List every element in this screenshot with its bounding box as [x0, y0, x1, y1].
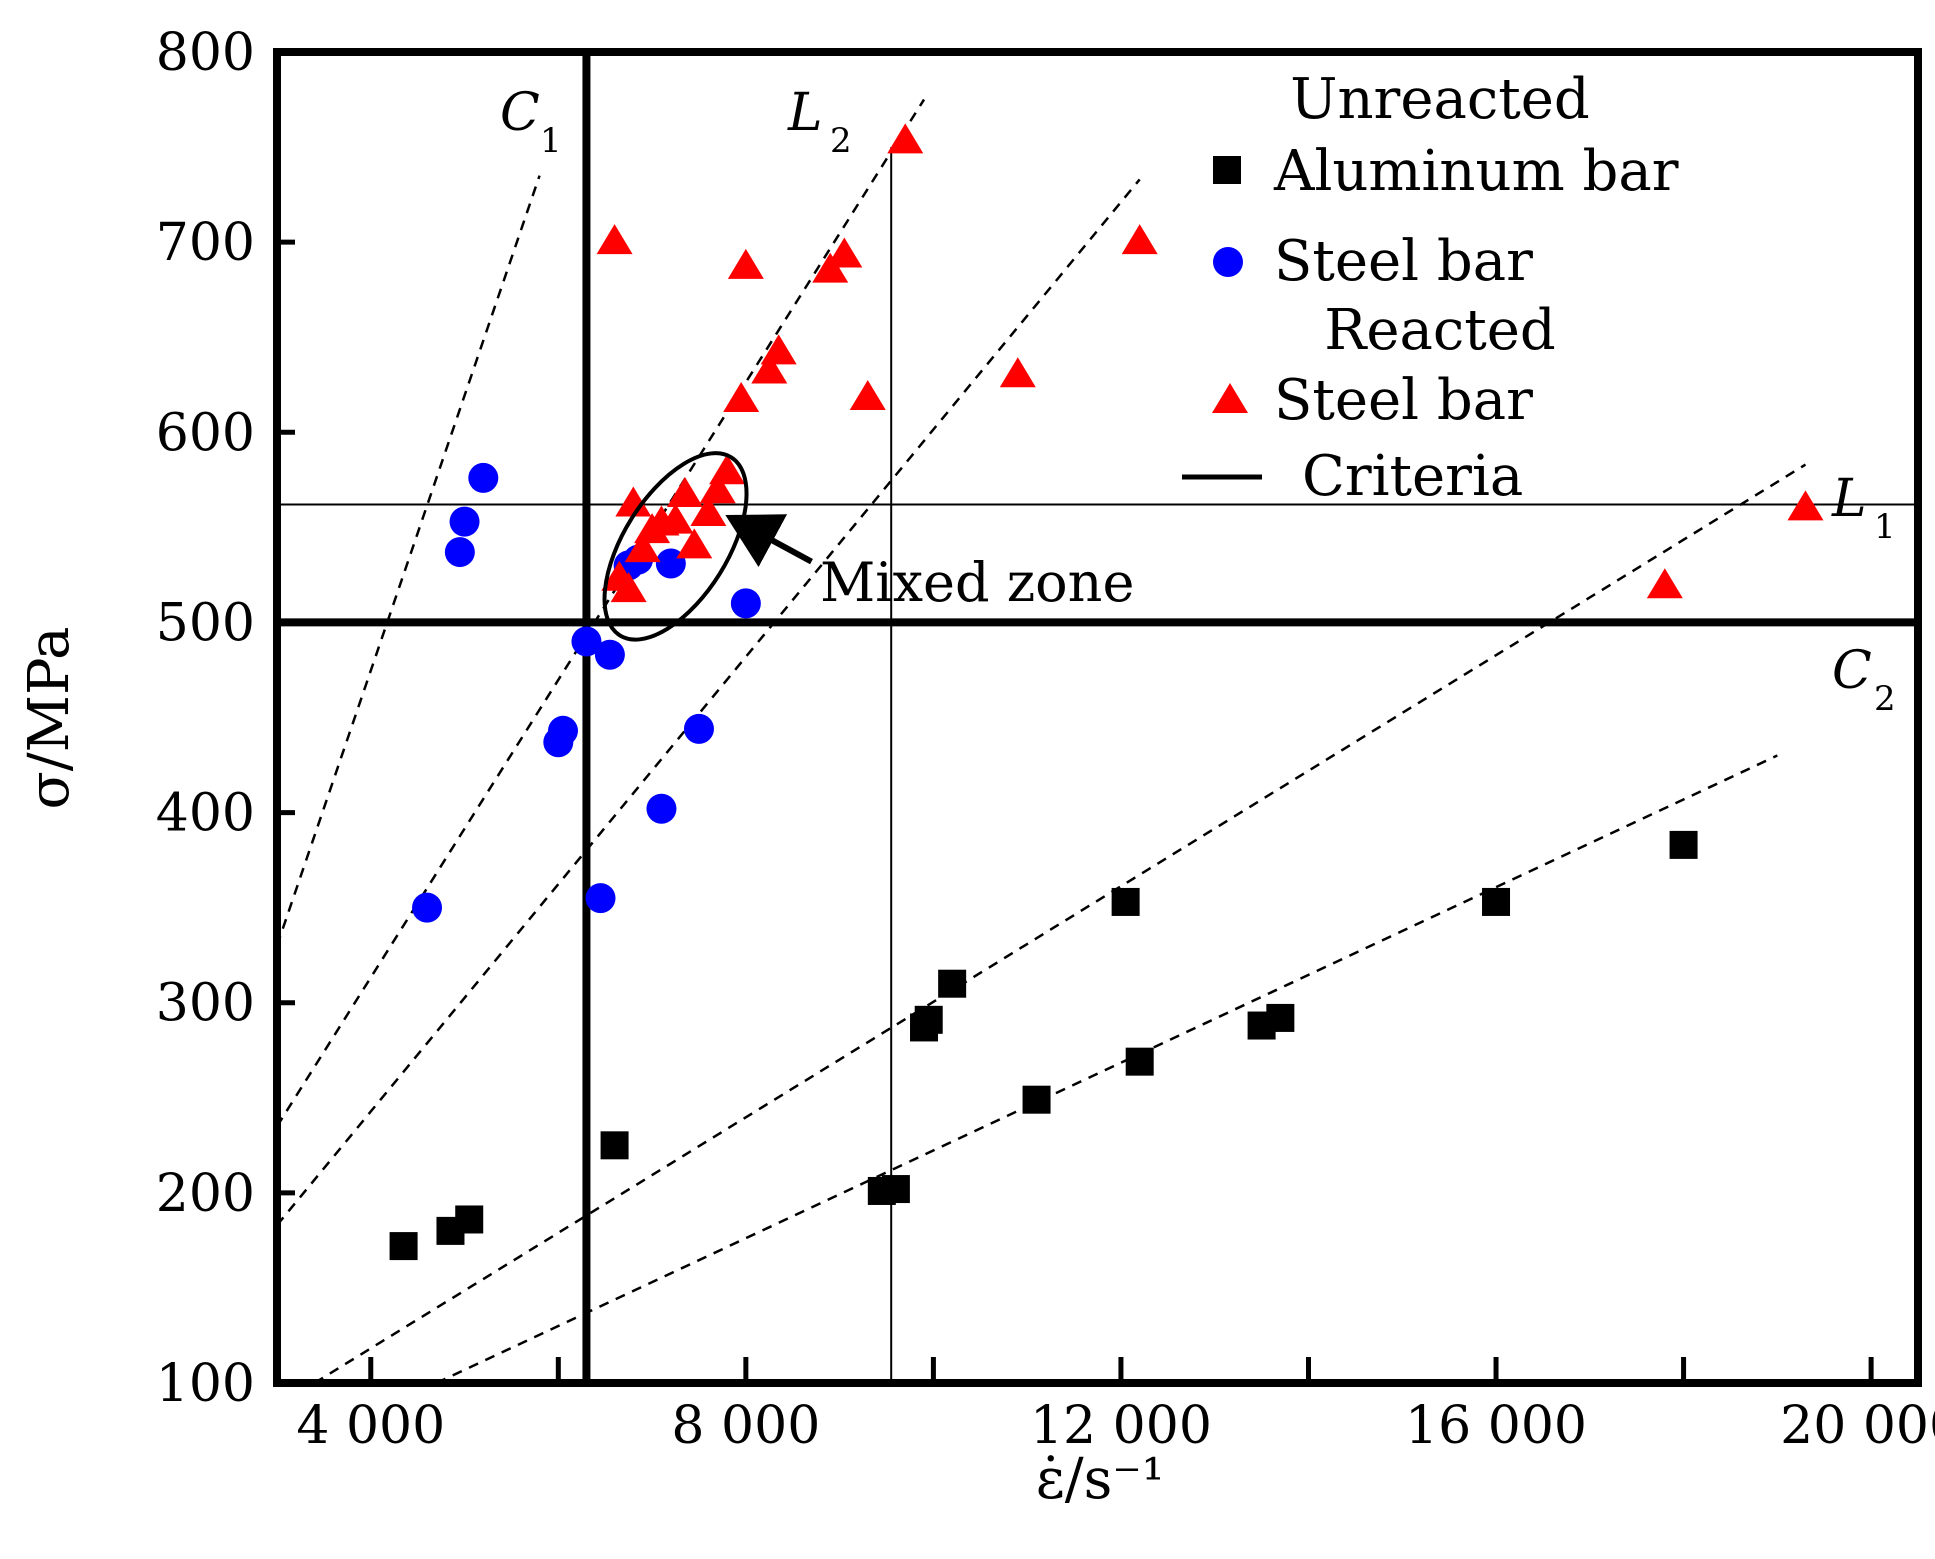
marker-triangle-2-16 [760, 334, 797, 365]
x-axis-ticks: 4 000 8 000 12 000 16 000 20 000 [296, 1357, 1935, 1456]
y-tick-label-3: 400 [156, 784, 255, 844]
marker-triangle-2-22 [1121, 224, 1158, 255]
marker-square-0-8 [938, 969, 967, 998]
x-tick-label-0: 4 000 [296, 1396, 445, 1456]
marker-circle-1-2 [449, 506, 480, 537]
marker-triangle-2-8 [666, 477, 703, 508]
svg-text:C: C [500, 83, 540, 143]
marker-square-0-11 [1125, 1047, 1154, 1076]
marker-circle-1-3 [468, 462, 499, 493]
mixed-zone-annotation [602, 451, 813, 642]
marker-square-0-9 [1022, 1085, 1051, 1114]
marker-triangle-2-11 [699, 473, 736, 504]
marker-square-0-0 [389, 1232, 418, 1261]
y-tick-label-1: 200 [156, 1164, 255, 1224]
marker-triangle-2-4 [624, 532, 661, 563]
marker-square-0-15 [1669, 830, 1698, 859]
svg-text:2: 2 [830, 121, 852, 161]
fit-line-3 [276, 178, 1141, 1226]
marker-triangle-2-0 [596, 224, 633, 255]
marker-circle-1-5 [548, 715, 579, 746]
legend-label-steel-unreacted: Steel bar [1274, 229, 1533, 294]
marker-triangle-2-14 [727, 248, 764, 279]
svg-text:C: C [1832, 641, 1872, 701]
y-axis-title: σ/MPa [17, 627, 82, 810]
y-tick-label-6: 700 [156, 213, 255, 273]
svg-text:1: 1 [1874, 507, 1896, 547]
x-axis-title: ε̇/s⁻¹ [1036, 1447, 1165, 1512]
marker-circle-1-8 [594, 639, 625, 670]
marker-triangle-2-24 [1787, 490, 1824, 521]
marker-triangle-2-21 [999, 357, 1036, 388]
marker-triangle-2-7 [657, 503, 694, 534]
fit-line-4 [313, 463, 1807, 1385]
y-tick-label-5: 600 [156, 403, 255, 463]
fit-line-1 [275, 175, 541, 947]
marker-triangle-2-15 [751, 353, 788, 384]
y-tick-label-2: 300 [156, 974, 255, 1034]
marker-triangle-2-20 [887, 123, 924, 154]
marker-square-0-14 [1482, 887, 1511, 916]
y-tick-label-7: 800 [156, 23, 255, 83]
legend: Unreacted Aluminum bar Steel bar Reacted… [1182, 67, 1679, 509]
annotation-mixed-zone: Mixed zone [820, 551, 1134, 614]
y-tick-label-0: 100 [156, 1354, 255, 1414]
marker-triangle-2-2 [601, 560, 638, 591]
legend-label-steel-reacted: Steel bar [1274, 368, 1533, 433]
marker-circle-1-14 [730, 588, 761, 619]
fit-lines [275, 98, 1807, 1385]
marker-square-0-10 [1111, 887, 1140, 916]
svg-text:1: 1 [540, 121, 562, 161]
mixed-zone-ellipse [602, 451, 749, 642]
legend-group-reacted: Reacted [1324, 298, 1556, 363]
x-tick-label-3: 16 000 [1405, 1396, 1587, 1456]
marker-triangle-2-13 [723, 381, 760, 412]
marker-circle-1-13 [683, 713, 714, 744]
y-axis-ticks: 100 200 300 400 500 600 700 800 [156, 23, 295, 1414]
legend-group-unreacted: Unreacted [1290, 67, 1589, 132]
marker-square-0-13 [1266, 1003, 1295, 1032]
marker-triangle-2-9 [676, 528, 713, 559]
region-label-L2: L 2 [787, 83, 852, 161]
marker-square-0-5 [881, 1175, 910, 1204]
mixed-zone-arrow [725, 514, 813, 568]
region-label-L1: L 1 [1831, 469, 1896, 547]
marker-triangle-2-17 [812, 252, 849, 283]
legend-label-aluminum: Aluminum bar [1273, 139, 1679, 204]
marker-triangle-2-12 [709, 454, 746, 485]
marker-circle-1-7 [585, 883, 616, 914]
marker-circle-1-0 [412, 892, 443, 923]
plot-frame [273, 48, 1922, 1387]
data-markers [389, 123, 1824, 1261]
y-tick-label-4: 500 [156, 593, 255, 653]
marker-circle-1-1 [444, 537, 475, 568]
region-label-C1: C 1 [500, 83, 562, 161]
marker-square-0-3 [600, 1131, 629, 1160]
marker-square-0-7 [914, 1005, 943, 1034]
svg-text:2: 2 [1874, 679, 1896, 719]
fit-line-2 [275, 98, 926, 1127]
region-label-C2: C 2 [1832, 641, 1896, 719]
marker-triangle-2-10 [690, 496, 727, 527]
marker-circle-1-6 [571, 626, 602, 657]
marker-triangle-2-3 [615, 486, 652, 517]
marker-circle-1-11 [646, 793, 677, 824]
legend-label-criteria: Criteria [1302, 444, 1523, 509]
legend-marker-circle [1213, 247, 1243, 277]
svg-text:L: L [1831, 469, 1867, 529]
x-tick-label-1: 8 000 [671, 1396, 820, 1456]
legend-marker-triangle [1212, 383, 1248, 413]
marker-triangle-2-23 [1646, 568, 1683, 599]
marker-triangle-2-19 [849, 380, 886, 411]
x-tick-label-4: 20 000 [1780, 1396, 1935, 1456]
fit-line-5 [435, 754, 1778, 1385]
criteria-lines [277, 52, 1918, 1383]
legend-marker-square [1213, 156, 1241, 184]
marker-square-0-2 [455, 1205, 484, 1234]
marker-triangle-2-18 [826, 237, 863, 268]
x-tick-label-2: 12 000 [1030, 1396, 1212, 1456]
svg-text:L: L [787, 83, 823, 143]
